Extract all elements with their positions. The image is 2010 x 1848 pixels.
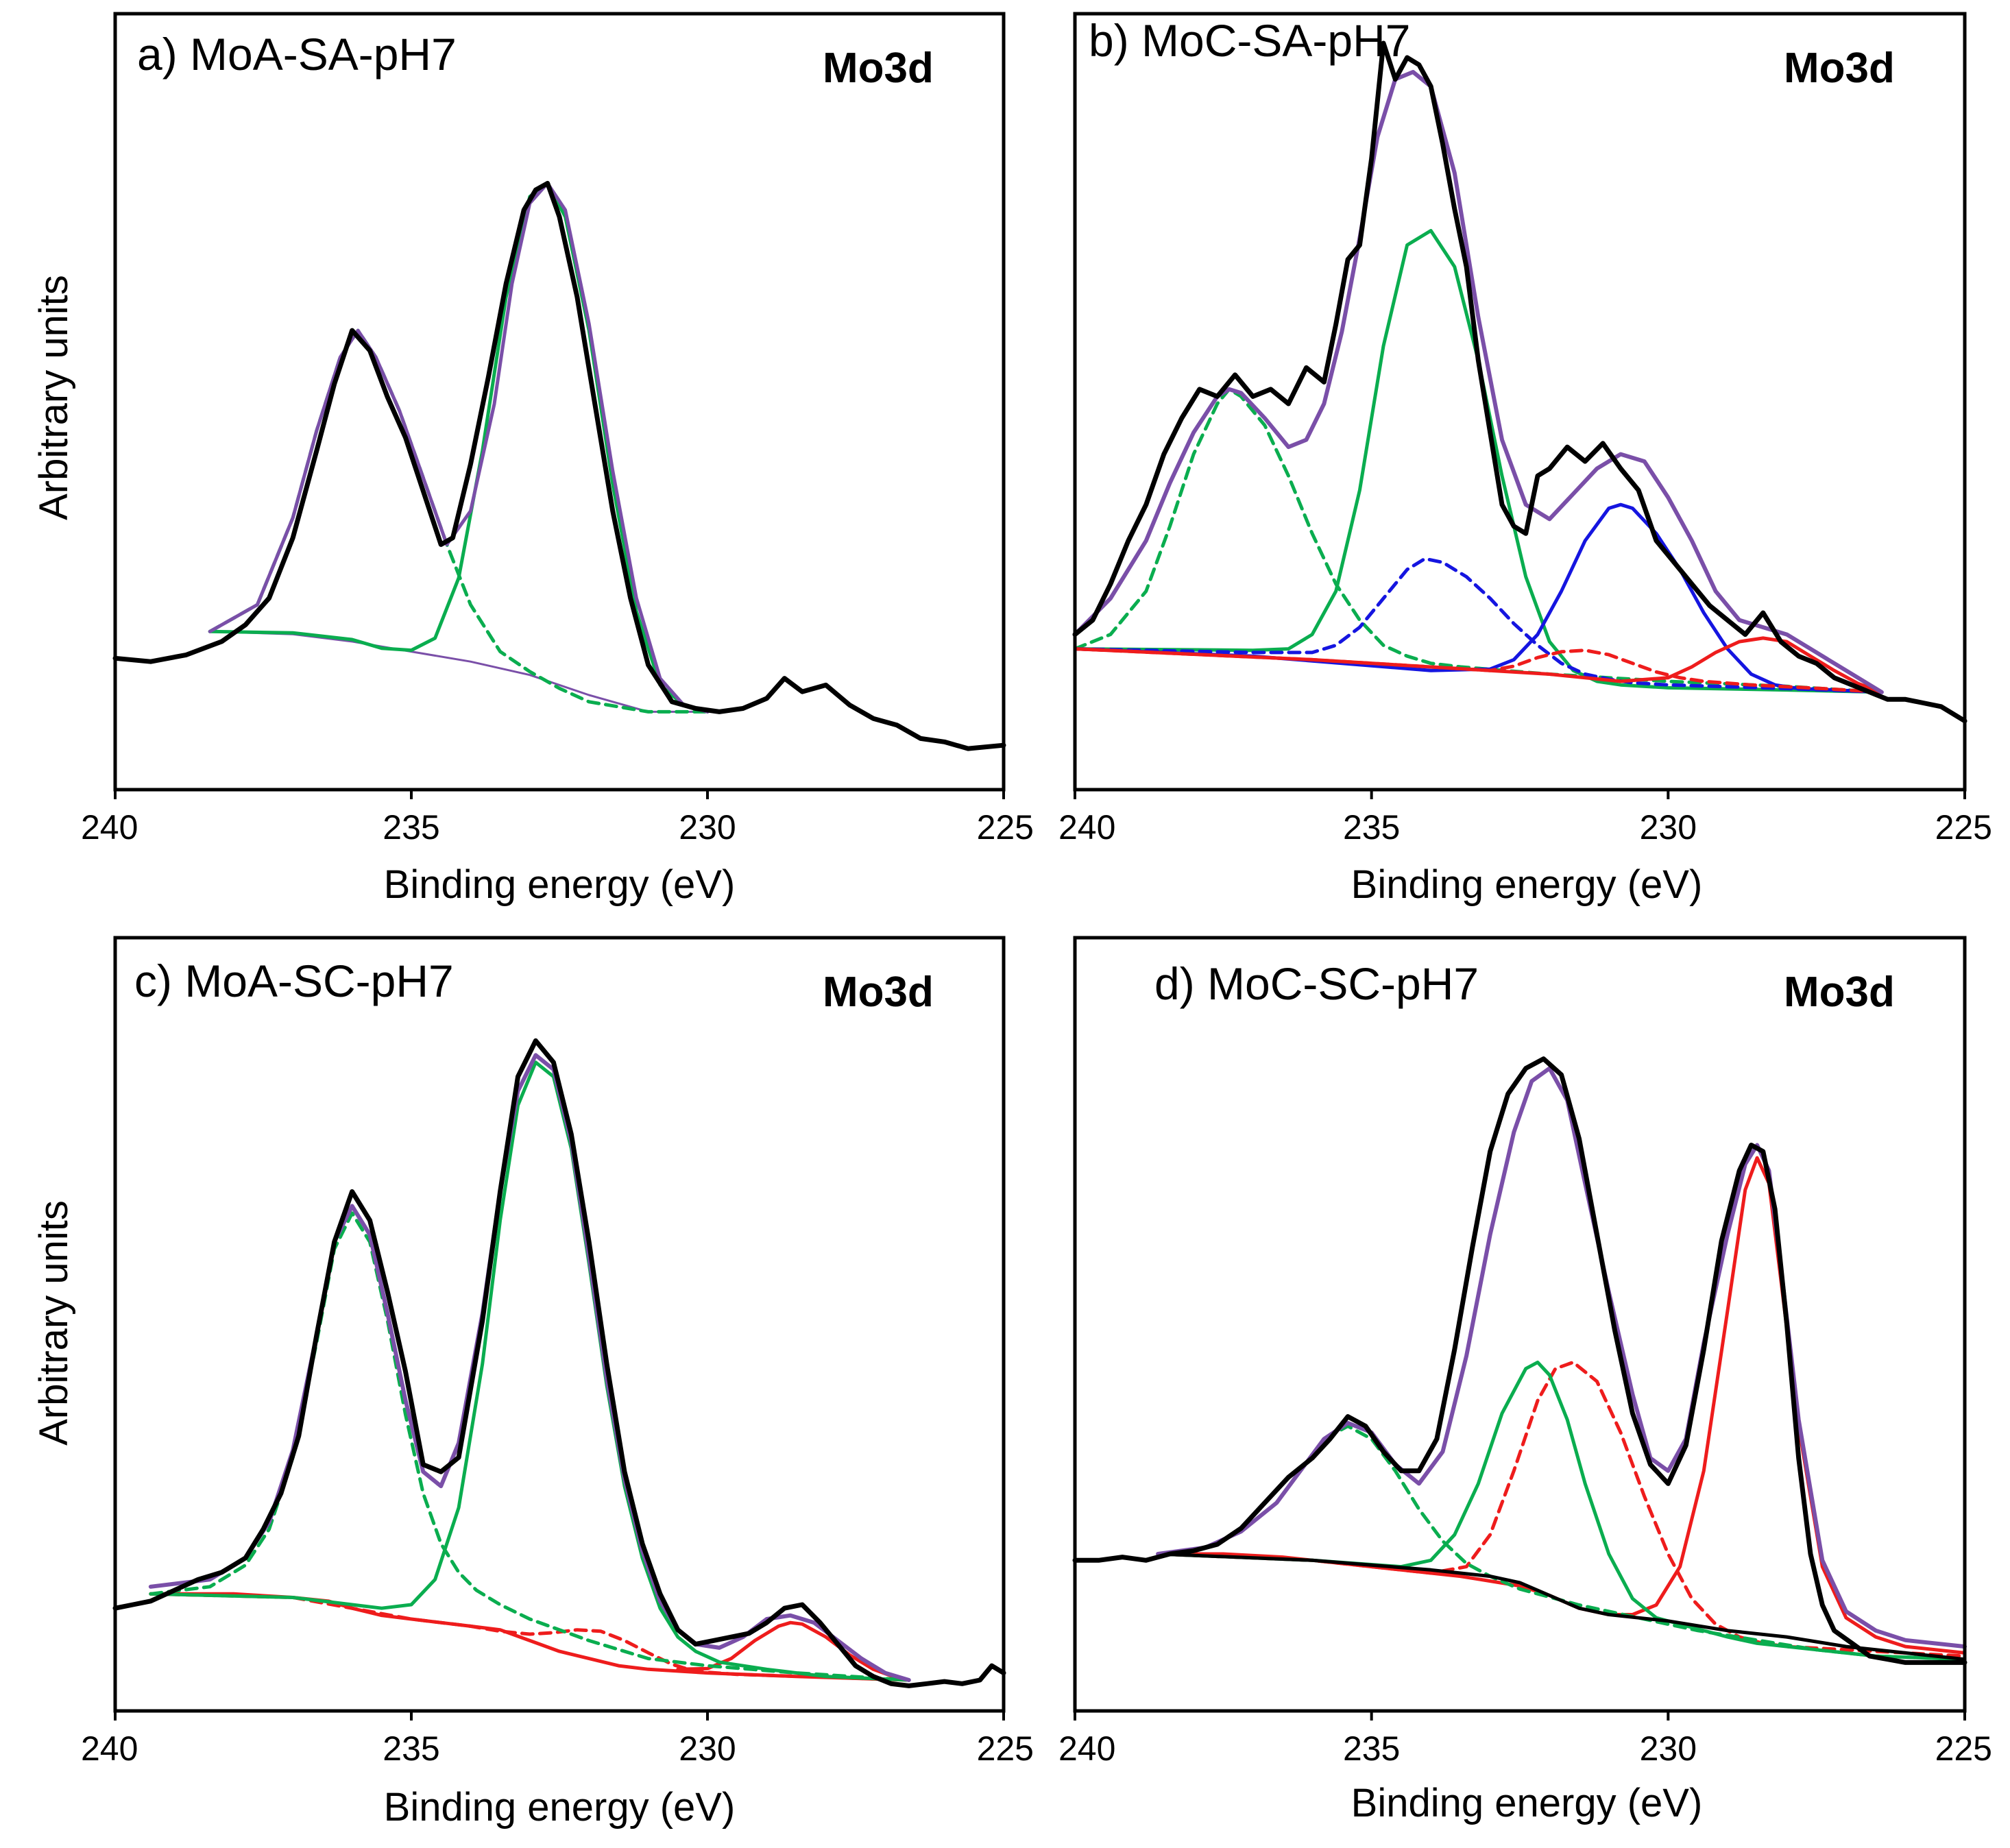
panel-d-plot-frame — [1073, 936, 1967, 1713]
panel-d-title: d) MoC-SC-pH7 — [1154, 958, 1479, 1009]
panel-a-curves — [112, 180, 1006, 751]
panel-b-x-tick-label-225: 225 — [1935, 808, 1992, 847]
panel-b-series-1-mo3d-component-dashed- — [1073, 387, 1884, 694]
panel-d-x-tick-label-240: 240 — [1058, 1729, 1115, 1768]
panel-d-x-tick-label-230: 230 — [1640, 1729, 1697, 1768]
panel-a-x-axis-title: Binding energy (eV) — [384, 862, 736, 907]
panel-d-x-axis-title: Binding energy (eV) — [1351, 1781, 1703, 1825]
panel-b-series-6-fit-envelope — [1073, 70, 1884, 694]
panel-d-series-3-mo3d-component-solid- — [1156, 1360, 1967, 1662]
panel-d-region-label: Mo3d — [1784, 969, 1895, 1016]
panel-a-x-tick-label-225: 225 — [977, 808, 1034, 847]
panel-c-series-3-mo3d-component-dashed- — [149, 1211, 911, 1682]
panel-b-plot-frame — [1073, 12, 1967, 792]
panel-d-series-2-mo3d-component-dashed- — [1156, 1424, 1967, 1662]
panel-a: 240 235 230 225 a) MoA-SA-pH7 Mo3d Binding … — [32, 12, 1034, 907]
panel-b-title: b) MoC-SA-pH7 — [1089, 15, 1410, 66]
panel-a-y-axis-title: Arbitrary units — [32, 275, 76, 520]
panel-a-x-ticks: 240 235 230 225 — [81, 790, 1034, 847]
panel-b-series-5-component-red-solid- — [1073, 636, 1884, 694]
panel-b-curves — [1072, 40, 1967, 724]
panel-d-x-tick-label-225: 225 — [1935, 1729, 1992, 1768]
panel-d-x-tick-label-235: 235 — [1343, 1729, 1400, 1768]
panel-b: 240 235 230 225 b) MoC-SA-pH7 Mo3d Binding … — [1058, 12, 1992, 907]
panel-c-title: c) MoA-SC-pH7 — [134, 956, 454, 1006]
panel-a-series-0-background — [208, 630, 709, 713]
panel-c-x-tick-label-230: 230 — [679, 1729, 736, 1768]
panel-b-x-ticks: 240 235 230 225 — [1058, 790, 1992, 847]
panel-a-title: a) MoA-SA-pH7 — [137, 29, 457, 80]
panel-b-x-tick-label-230: 230 — [1640, 808, 1697, 847]
panel-a-series-4-experimental — [112, 180, 1006, 751]
panel-c-series-1-component-red-dashed- — [149, 1592, 911, 1682]
panel-a-x-tick-label-235: 235 — [383, 808, 439, 847]
panel-c-series-4-mo3d-component-solid- — [149, 1060, 911, 1682]
panel-c-y-axis-title: Arbitrary units — [32, 1200, 76, 1446]
panel-c-series-5-fit-envelope — [148, 1053, 911, 1682]
panel-c-x-tick-label-225: 225 — [977, 1729, 1034, 1768]
panel-c-x-ticks: 240 235 230 225 — [81, 1711, 1034, 1768]
panel-b-x-tick-label-240: 240 — [1058, 808, 1115, 847]
panel-c: 240 235 230 225 c) MoA-SC-pH7 Mo3d Binding … — [32, 936, 1034, 1829]
panel-b-series-4-component-red-dashed- — [1073, 647, 1884, 694]
panel-b-series-7-experimental — [1072, 40, 1967, 724]
panel-d: 240 235 230 225 d) MoC-SC-pH7 Mo3d Binding … — [1058, 936, 1992, 1825]
panel-b-region-label: Mo3d — [1784, 45, 1895, 92]
panel-c-plot-frame — [113, 936, 1006, 1713]
panel-a-series-1-mo3d-component-solid- — [208, 181, 710, 714]
panel-d-x-ticks: 240 235 230 225 — [1058, 1711, 1992, 1768]
panel-b-series-0-mo3d-component-solid- — [1073, 229, 1884, 694]
panel-c-curves — [112, 1038, 1006, 1688]
panel-c-region-label: Mo3d — [823, 969, 934, 1016]
panel-b-x-tick-label-235: 235 — [1343, 808, 1400, 847]
panel-d-series-4-experimental-background- — [1156, 1552, 1967, 1662]
panel-a-plot-frame — [113, 12, 1006, 792]
panel-a-x-tick-label-240: 240 — [81, 808, 138, 847]
panel-d-series-6-experimental — [1072, 1056, 1967, 1665]
panel-c-x-tick-label-235: 235 — [383, 1729, 439, 1768]
panel-c-x-tick-label-240: 240 — [81, 1729, 138, 1768]
panel-a-series-3-fit-envelope — [208, 181, 710, 714]
panel-c-series-6-experimental — [112, 1038, 1006, 1688]
panel-c-x-axis-title: Binding energy (eV) — [384, 1785, 736, 1829]
panel-b-x-axis-title: Binding energy (eV) — [1351, 862, 1703, 907]
panel-c-series-2-component-red-solid- — [676, 1620, 911, 1682]
panel-d-curves — [1072, 1056, 1967, 1665]
panel-b-series-3-component-blue-solid- — [1073, 502, 1884, 694]
panel-a-x-tick-label-230: 230 — [679, 808, 736, 847]
panel-a-region-label: Mo3d — [823, 45, 934, 92]
